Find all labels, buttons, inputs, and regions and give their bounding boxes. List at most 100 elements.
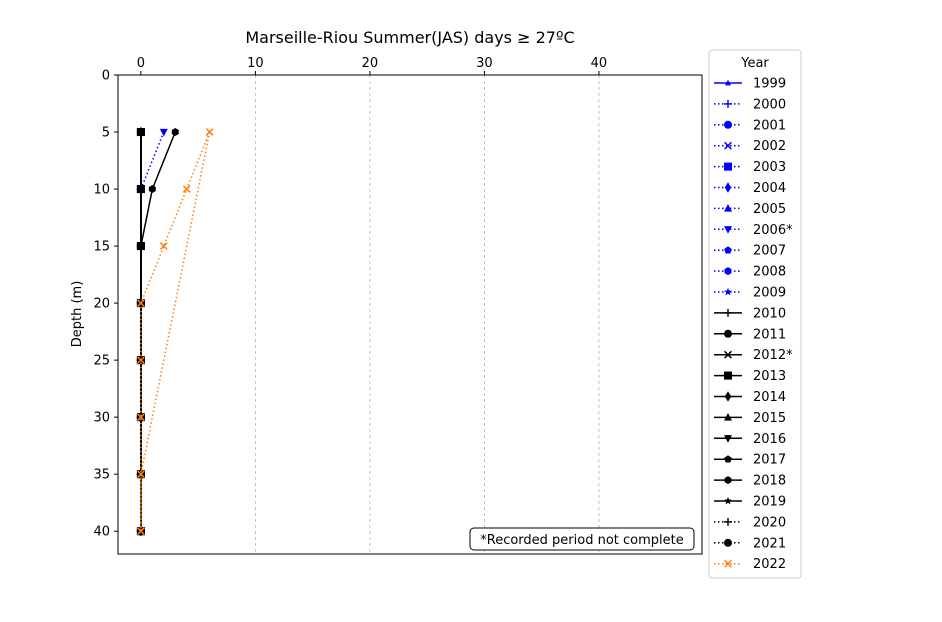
legend-label-2015: 2015 (753, 411, 786, 426)
legend-marker-2022 (724, 559, 732, 568)
x-tick-label-30: 30 (476, 56, 493, 71)
legend-marker-2019 (724, 496, 732, 505)
note-text: *Recorded period not complete (480, 533, 684, 548)
legend-item-2019: 2019 (714, 495, 786, 510)
point-2022-40 (136, 527, 145, 536)
legend-marker-2006* (724, 226, 732, 234)
legend-item-2018: 2018 (714, 474, 786, 489)
legend-frame (708, 49, 802, 579)
legend-item-2017: 2017 (714, 453, 786, 468)
legend-label-2009: 2009 (753, 286, 786, 301)
chart-title: Marseille-Riou Summer(JAS) days ≥ 27ºC (245, 28, 574, 47)
note-box: *Recorded period not complete (469, 527, 695, 551)
legend-item-2005: 2005 (714, 202, 786, 217)
legend-marker-2012* (724, 350, 732, 359)
legend-item-2009: 2009 (714, 286, 786, 301)
legend-label-2014: 2014 (753, 390, 786, 405)
legend-marker-2001 (724, 120, 732, 129)
legend-marker-2002 (724, 141, 732, 150)
legend-item-2001: 2001 (714, 118, 786, 133)
legend-label-2008: 2008 (753, 265, 786, 280)
legend-label-2001: 2001 (753, 118, 786, 133)
grid (255, 75, 600, 554)
point-2022-15 (159, 242, 168, 251)
legend-item-2002: 2002 (714, 139, 786, 154)
point-2021-10 (136, 185, 145, 194)
legend-item-2006*: 2006* (714, 223, 793, 238)
point-2022-30 (136, 413, 145, 422)
legend-marker-2010 (724, 308, 732, 317)
legend-label-2017: 2017 (753, 453, 786, 468)
legend-item-2004: 2004 (714, 181, 786, 196)
legend-label-2003: 2003 (753, 160, 786, 175)
legend-marker-2017 (724, 455, 732, 463)
y-tick-label-25: 25 (93, 354, 110, 369)
point-2018-5 (171, 128, 179, 137)
y-tick-label-40: 40 (93, 525, 110, 540)
x-tick-label-20: 20 (362, 56, 379, 71)
point-2021-5 (136, 128, 145, 137)
legend: Year 1999 2000 2001 2002 2003 2004 2005 2006* 20… (708, 49, 802, 579)
legend-marker-2005 (724, 204, 732, 212)
legend-label-2006*: 2006* (753, 223, 793, 238)
point-2022-20 (136, 299, 145, 308)
legend-item-1999: 1999 (714, 77, 786, 92)
legend-marker-2015 (724, 413, 732, 421)
legend-item-2007: 2007 (714, 244, 786, 259)
legend-label-2021: 2021 (753, 536, 786, 551)
legend-item-2022: 2022 (714, 557, 786, 572)
axes: 0 10 20 30 40 0 5 10 15 20 25 30 35 40 (93, 56, 607, 540)
legend-label-2005: 2005 (753, 202, 786, 217)
legend-item-2021: 2021 (714, 536, 786, 551)
legend-label-2011: 2011 (753, 327, 786, 342)
legend-label-2004: 2004 (753, 181, 786, 196)
y-tick-label-20: 20 (93, 297, 110, 312)
y-tick-label-10: 10 (93, 183, 110, 198)
point-2022-10 (182, 185, 191, 193)
legend-marker-2004 (724, 182, 732, 193)
legend-label-2012*: 2012* (753, 348, 793, 363)
x-tick-label-40: 40 (591, 56, 608, 71)
point-2022-25 (136, 356, 145, 365)
legend-item-2014: 2014 (714, 390, 786, 405)
legend-label-2018: 2018 (753, 474, 786, 489)
legend-marker-1999 (725, 79, 731, 86)
legend-title: Year (740, 56, 769, 71)
legend-marker-2020 (724, 517, 732, 526)
legend-label-2000: 2000 (753, 97, 786, 112)
legend-label-2016: 2016 (753, 432, 786, 447)
y-tick-label-5: 5 (102, 126, 110, 141)
legend-marker-2021 (724, 538, 732, 547)
legend-label-1999: 1999 (753, 77, 786, 92)
legend-item-2012*: 2012* (714, 348, 793, 363)
legend-label-2013: 2013 (753, 369, 786, 384)
legend-marker-2003 (724, 162, 732, 171)
legend-marker-2008 (724, 267, 732, 276)
legend-marker-2009 (724, 287, 732, 296)
legend-item-2011: 2011 (714, 327, 786, 342)
x-tick-label-10: 10 (247, 56, 264, 71)
point-2021-15 (136, 242, 145, 251)
legend-item-2000: 2000 (714, 97, 786, 112)
legend-item-2013: 2013 (714, 369, 786, 384)
y-tick-label-35: 35 (93, 468, 110, 483)
legend-label-2010: 2010 (753, 306, 786, 321)
legend-item-2003: 2003 (714, 160, 786, 175)
legend-marker-2000 (724, 99, 732, 108)
legend-label-2019: 2019 (753, 495, 786, 510)
y-tick-label-15: 15 (93, 240, 110, 255)
y-tick-label-30: 30 (93, 411, 110, 426)
y-tick-label-0: 0 (102, 69, 110, 84)
plot-frame (117, 74, 703, 555)
legend-marker-2014 (724, 391, 732, 402)
legend-marker-2018 (724, 476, 732, 485)
series-layer (136, 126, 214, 537)
legend-item-2020: 2020 (714, 515, 786, 530)
x-tick-label-0: 0 (137, 56, 145, 71)
legend-item-2015: 2015 (714, 411, 786, 426)
legend-label-2002: 2002 (753, 139, 786, 154)
legend-marker-2016 (724, 435, 732, 443)
legend-item-2016: 2016 (714, 432, 786, 447)
point-2006*-5 (159, 128, 168, 137)
